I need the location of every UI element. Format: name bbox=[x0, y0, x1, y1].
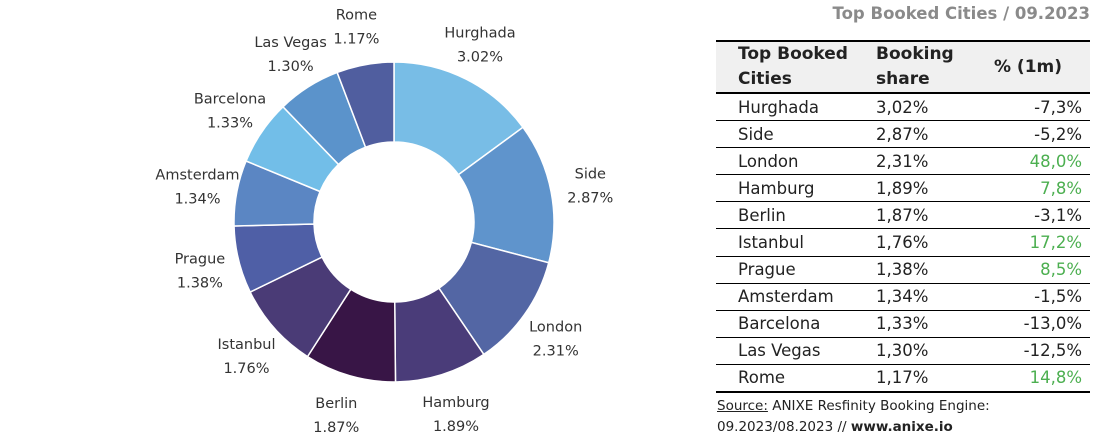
cell-city: Amsterdam bbox=[716, 283, 866, 311]
table-row: Amsterdam 1,34% -1,5% bbox=[716, 283, 1090, 311]
table-header-row: Top Booked Cities Booking share % (1m) bbox=[716, 40, 1090, 94]
donut-slice-rome bbox=[336, 61, 395, 149]
slice-value-label: 1.89% bbox=[433, 419, 479, 435]
slice-value-label: 2.87% bbox=[567, 191, 613, 207]
source-note: Source: ANIXE Resfinity Booking Engine: … bbox=[717, 396, 990, 438]
booked-cities-table-container: Top Booked Cities Booking share % (1m) H… bbox=[716, 40, 1090, 394]
cell-booking-share: 2,31% bbox=[866, 147, 972, 176]
cell-change: 48,0% bbox=[972, 147, 1090, 176]
header-booking-share: Booking share bbox=[866, 40, 972, 94]
table-title: Top Booked Cities / 09.2023 bbox=[832, 4, 1090, 23]
cell-city: Side bbox=[716, 120, 866, 149]
slice-name-label: Las Vegas bbox=[254, 35, 327, 51]
cell-change: -1,5% bbox=[972, 283, 1090, 311]
cell-booking-share: 1,34% bbox=[866, 283, 972, 311]
table-row: Berlin 1,87% -3,1% bbox=[716, 201, 1090, 230]
cell-booking-share: 1,89% bbox=[866, 174, 972, 203]
header-change-1m: % (1m) bbox=[972, 40, 1090, 94]
slice-value-label: 1.30% bbox=[268, 59, 314, 75]
cell-booking-share: 2,87% bbox=[866, 120, 972, 149]
cell-city: Las Vegas bbox=[716, 337, 866, 365]
table-row: Hurghada 3,02% -7,3% bbox=[716, 93, 1090, 122]
slice-value-label: 2.31% bbox=[533, 344, 579, 360]
slice-value-label: 1.34% bbox=[174, 192, 220, 208]
booked-cities-table: Top Booked Cities Booking share % (1m) H… bbox=[716, 40, 1090, 394]
cell-city: Prague bbox=[716, 256, 866, 284]
slice-value-label: 1.38% bbox=[177, 275, 223, 291]
table-row: Las Vegas 1,30% -12,5% bbox=[716, 337, 1090, 365]
cell-city: Istanbul bbox=[716, 228, 866, 257]
slice-value-label: 3.02% bbox=[457, 50, 503, 66]
cell-booking-share: 3,02% bbox=[866, 93, 972, 122]
source-period: 09.2023/08.2023 // bbox=[717, 419, 851, 435]
cell-booking-share: 1,17% bbox=[866, 364, 972, 394]
source-url: www.anixe.io bbox=[850, 419, 953, 435]
slice-value-label: 1.17% bbox=[333, 31, 379, 47]
slice-name-label: Hurghada bbox=[444, 26, 515, 42]
slice-name-label: Barcelona bbox=[194, 92, 266, 108]
cell-city: Rome bbox=[716, 364, 866, 394]
header-cities: Top Booked Cities bbox=[716, 40, 866, 94]
table-row: Istanbul 1,76% 17,2% bbox=[716, 228, 1090, 257]
slice-value-label: 1.33% bbox=[207, 116, 253, 132]
cell-change: -7,3% bbox=[972, 93, 1090, 122]
slice-name-label: Side bbox=[575, 167, 606, 183]
cell-city: Hamburg bbox=[716, 174, 866, 203]
table-body: Hurghada 3,02% -7,3% Side 2,87% -5,2% London 2,… bbox=[716, 93, 1090, 394]
cell-booking-share: 1,76% bbox=[866, 228, 972, 257]
donut-chart: Hurghada 3.02% Side 2.87% London 2.31% Hamburg… bbox=[155, 7, 613, 436]
cell-city: Hurghada bbox=[716, 93, 866, 122]
cell-city: London bbox=[716, 147, 866, 176]
table-row: Rome 1,17% 14,8% bbox=[716, 364, 1090, 394]
table-row: London 2,31% 48,0% bbox=[716, 147, 1090, 176]
cell-change: 14,8% bbox=[972, 364, 1090, 394]
cell-city: Barcelona bbox=[716, 310, 866, 338]
slice-name-label: Amsterdam bbox=[155, 168, 239, 184]
cell-booking-share: 1,30% bbox=[866, 337, 972, 365]
source-label: Source: bbox=[717, 398, 768, 414]
slice-value-label: 1.76% bbox=[223, 361, 269, 377]
cell-booking-share: 1,33% bbox=[866, 310, 972, 338]
cell-booking-share: 1,87% bbox=[866, 201, 972, 230]
slice-name-label: Berlin bbox=[315, 396, 357, 412]
cell-city: Berlin bbox=[716, 201, 866, 230]
slice-name-label: Istanbul bbox=[217, 337, 275, 353]
cell-change: -12,5% bbox=[972, 337, 1090, 365]
table-row: Barcelona 1,33% -13,0% bbox=[716, 310, 1090, 338]
cell-change: 8,5% bbox=[972, 256, 1090, 284]
slice-value-label: 1.87% bbox=[313, 420, 359, 436]
table-row: Side 2,87% -5,2% bbox=[716, 120, 1090, 149]
cell-change: -3,1% bbox=[972, 201, 1090, 230]
source-text: ANIXE Resfinity Booking Engine: bbox=[767, 398, 990, 414]
cell-change: 7,8% bbox=[972, 174, 1090, 203]
cell-change: -5,2% bbox=[972, 120, 1090, 149]
slice-name-label: Hamburg bbox=[422, 395, 489, 411]
slice-name-label: Rome bbox=[336, 7, 377, 23]
slice-name-label: London bbox=[529, 320, 582, 336]
cell-change: 17,2% bbox=[972, 228, 1090, 257]
cell-booking-share: 1,38% bbox=[866, 256, 972, 284]
slice-name-label: Prague bbox=[175, 251, 226, 267]
table-row: Hamburg 1,89% 7,8% bbox=[716, 174, 1090, 203]
table-row: Prague 1,38% 8,5% bbox=[716, 256, 1090, 284]
cell-change: -13,0% bbox=[972, 310, 1090, 338]
